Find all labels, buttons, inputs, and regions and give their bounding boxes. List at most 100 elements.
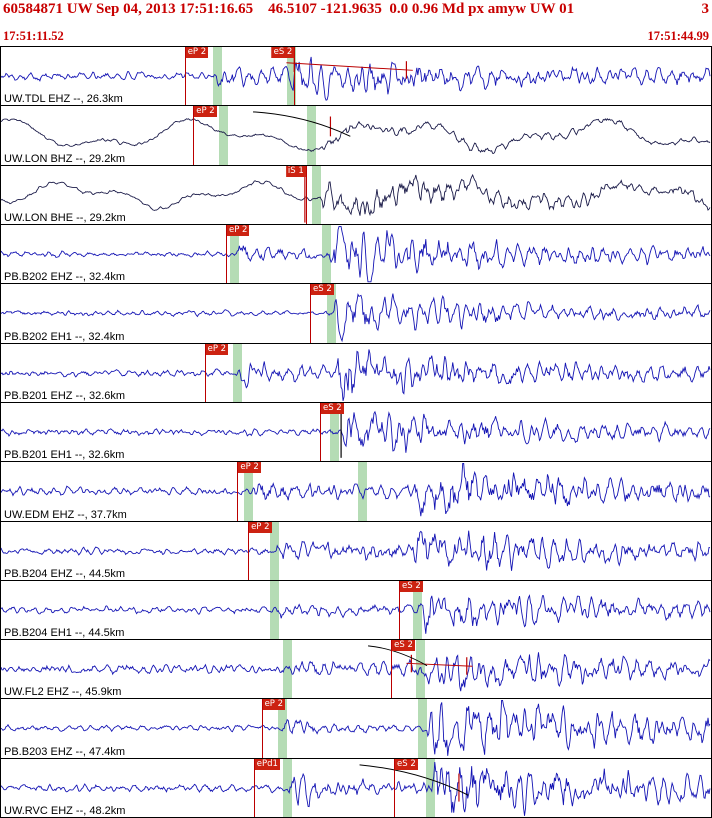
phase-pick-label[interactable]: eP 2: [238, 462, 261, 474]
trace-panel-PB-B203-EHZ[interactable]: eP 2 PB.B203 EHZ --, 47.4km: [1, 699, 711, 759]
trace-panel-UW-LON-BHZ[interactable]: eP 2 UW.LON BHZ --, 29.2km: [1, 106, 711, 166]
waveform-trace: [1, 173, 711, 216]
waveform-trace: [1, 700, 711, 757]
waveform-trace: [1, 530, 711, 571]
phase-pick-label[interactable]: eP 2: [226, 224, 250, 236]
phase-window-band: [219, 106, 229, 165]
phase-window-band: [229, 224, 239, 284]
trace-panel-UW-TDL-EHZ[interactable]: eP 2 eS 2 UW.TDL EHZ --, 26.3km: [1, 47, 711, 107]
waveform-trace: [1, 293, 711, 343]
phase-pick-line[interactable]: [261, 699, 263, 758]
station-channel-label: UW.RVC EHZ --, 48.2km: [4, 805, 126, 818]
phase-pick-label[interactable]: eP 2: [205, 343, 229, 355]
phase-pick-line[interactable]: [294, 47, 296, 106]
trace-panel-UW-LON-BHE[interactable]: iS 1 UW.LON BHE --, 29.2km: [1, 165, 711, 225]
phase-window-band: [329, 402, 339, 462]
waveform-plot: [1, 530, 711, 571]
waveform-trace: [1, 118, 711, 155]
coda-decay-curve: [253, 111, 351, 138]
phase-window-band: [282, 640, 292, 699]
trace-panel-UW-RVC-EHZ[interactable]: ePd1 eS 2 UW.RVC EHZ --, 48.2km: [1, 758, 711, 818]
waveform-plot: [1, 348, 711, 401]
station-channel-label: PB.B201 EH1 --, 32.6km: [4, 449, 125, 462]
header: 60584871 UW Sep 04, 2013 17:51:16.65 46.…: [0, 0, 712, 46]
waveform-plot: [1, 645, 711, 692]
phase-window-band: [282, 758, 292, 818]
waveform-trace: [1, 652, 711, 692]
phase-window-band: [357, 462, 367, 521]
waveform-plot: [1, 700, 711, 757]
phase-pick-label[interactable]: eS 2: [320, 402, 344, 414]
phase-pick-line[interactable]: [253, 758, 255, 818]
waveform-plot: [1, 54, 711, 101]
phase-pick-line[interactable]: [391, 640, 393, 699]
trace-panel-UW-FL2-EHZ[interactable]: eS 2 UW.FL2 EHZ --, 45.9km: [1, 640, 711, 700]
phase-pick-line[interactable]: [204, 343, 206, 402]
phase-pick-label[interactable]: eP 2: [262, 699, 286, 711]
trace-panel-PB-B201-EH1[interactable]: eS 2 PB.B201 EH1 --, 32.6km: [1, 402, 711, 463]
phase-pick-line[interactable]: [225, 224, 227, 284]
coda-measure-line: [406, 662, 473, 667]
event-summary-count: 3: [701, 1, 710, 17]
waveform-trace: [1, 463, 711, 517]
phase-pick-line[interactable]: [184, 47, 186, 106]
phase-pick-line[interactable]: [394, 758, 396, 818]
phase-pick-label[interactable]: eS 2: [395, 758, 418, 770]
station-channel-label: UW.TDL EHZ --, 26.3km: [4, 93, 123, 106]
phase-pick-line[interactable]: [305, 165, 307, 224]
coda-decay-curve: [359, 764, 469, 796]
phase-window-band: [415, 640, 425, 699]
waveform-plot: [1, 761, 711, 816]
waveform-plot: [1, 406, 711, 458]
phase-window-band: [312, 165, 322, 224]
phase-window-band: [286, 47, 296, 106]
phase-window-band: [277, 699, 287, 758]
station-channel-label: UW.LON BHZ --, 29.2km: [4, 152, 126, 165]
phase-pick-label[interactable]: eP 2: [185, 47, 209, 58]
waveform-trace: [1, 56, 711, 101]
station-channel-label: UW.FL2 EHZ --, 45.9km: [4, 686, 122, 699]
phase-window-band: [307, 106, 317, 165]
station-channel-label: PB.B203 EHZ --, 47.4km: [4, 745, 126, 758]
event-summary-text: 60584871 UW Sep 04, 2013 17:51:16.65 46.…: [3, 1, 575, 17]
waveform-plot: [1, 225, 711, 283]
phase-window-band: [213, 47, 223, 106]
phase-pick-label[interactable]: eS 2: [392, 640, 415, 652]
phase-pick-label[interactable]: eP 2: [249, 521, 272, 533]
phase-pick-line[interactable]: [319, 402, 321, 462]
station-channel-label: UW.LON BHE --, 29.2km: [4, 211, 126, 224]
phase-pick-label[interactable]: ePd1: [254, 758, 280, 770]
waveform-trace: [1, 225, 711, 283]
phase-window-band: [269, 521, 279, 580]
coda-decay-curve: [368, 645, 428, 667]
phase-pick-label[interactable]: eS 2: [271, 47, 295, 58]
phase-pick-line[interactable]: [237, 462, 239, 521]
phase-pick-line[interactable]: [310, 284, 311, 343]
window-end-time: 17:51:44.99: [647, 29, 709, 43]
station-channel-label: PB.B204 EHZ --, 44.5km: [4, 567, 126, 580]
station-channel-label: PB.B202 EHZ --, 32.4km: [4, 271, 126, 284]
waveform-trace: [1, 410, 711, 453]
trace-panel-PB-B204-EHZ[interactable]: eP 2 PB.B204 EHZ --, 44.5km: [1, 521, 711, 581]
event-summary-row: 60584871 UW Sep 04, 2013 17:51:16.65 46.…: [3, 1, 709, 18]
phase-pick-line[interactable]: [193, 106, 195, 165]
phase-pick-line[interactable]: [248, 521, 250, 580]
phase-pick-label[interactable]: eP 2: [194, 106, 217, 118]
trace-panel-PB-B204-EH1[interactable]: eS 2 PB.B204 EH1 --, 44.5km: [1, 580, 711, 641]
phase-pick-label[interactable]: eS 2: [311, 284, 334, 296]
station-channel-label: PB.B201 EHZ --, 32.6km: [4, 389, 126, 402]
time-window-row: 17:51:11.52 17:51:44.99: [3, 29, 709, 44]
waveform-trace: [1, 761, 711, 816]
trace-panel-PB-B202-EH1[interactable]: eS 2 PB.B202 EH1 --, 32.4km: [1, 284, 711, 344]
trace-panel-UW-EDM-EHZ[interactable]: eP 2 UW.EDM EHZ --, 37.7km: [1, 462, 711, 522]
station-channel-label: PB.B204 EH1 --, 44.5km: [4, 627, 125, 640]
station-channel-label: PB.B202 EH1 --, 32.4km: [4, 330, 125, 343]
waveform-plot: [1, 593, 711, 634]
phase-pick-line[interactable]: [399, 580, 400, 640]
waveform-plot: [1, 111, 711, 155]
phase-pick-label[interactable]: eS 2: [400, 580, 423, 592]
window-start-time: 17:51:11.52: [3, 29, 64, 43]
trace-panel-PB-B201-EHZ[interactable]: eP 2 PB.B201 EHZ --, 32.6km: [1, 343, 711, 403]
trace-panel-PB-B202-EHZ[interactable]: eP 2 PB.B202 EHZ --, 32.4km: [1, 224, 711, 285]
phase-pick-label[interactable]: iS 1: [285, 165, 306, 177]
